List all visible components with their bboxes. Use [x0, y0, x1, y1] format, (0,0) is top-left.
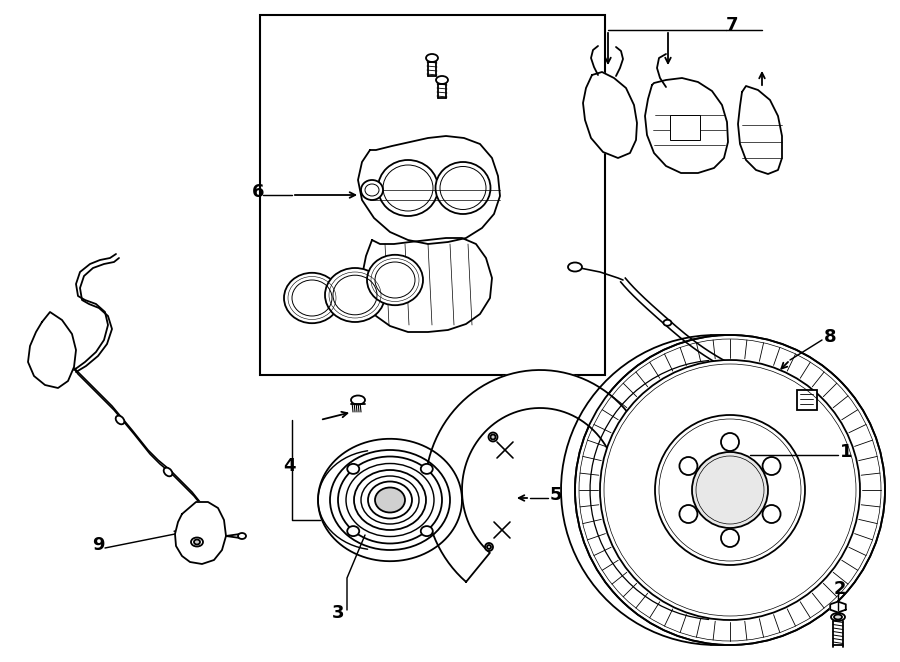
Ellipse shape: [485, 543, 493, 551]
Ellipse shape: [347, 464, 359, 474]
Polygon shape: [583, 72, 637, 158]
Ellipse shape: [734, 368, 742, 374]
Ellipse shape: [66, 354, 75, 362]
Ellipse shape: [600, 360, 860, 620]
Ellipse shape: [834, 614, 842, 620]
Ellipse shape: [721, 433, 739, 451]
Polygon shape: [358, 136, 500, 244]
Polygon shape: [175, 502, 226, 564]
Text: 1: 1: [840, 443, 852, 461]
Ellipse shape: [487, 545, 491, 549]
Ellipse shape: [378, 160, 438, 216]
Ellipse shape: [325, 268, 385, 322]
Ellipse shape: [762, 505, 780, 523]
Ellipse shape: [491, 434, 496, 440]
Text: 7: 7: [726, 16, 739, 34]
Ellipse shape: [575, 335, 885, 645]
Ellipse shape: [284, 273, 340, 323]
Polygon shape: [830, 602, 846, 612]
Ellipse shape: [361, 476, 419, 524]
Ellipse shape: [680, 505, 698, 523]
Ellipse shape: [365, 184, 379, 196]
Ellipse shape: [330, 450, 450, 550]
Ellipse shape: [164, 467, 172, 477]
Ellipse shape: [354, 470, 426, 530]
Bar: [670, 115, 700, 140]
Ellipse shape: [680, 457, 698, 475]
Ellipse shape: [238, 533, 246, 539]
Bar: [260, 15, 605, 375]
Polygon shape: [28, 312, 76, 388]
Ellipse shape: [191, 538, 203, 547]
Text: 6: 6: [252, 183, 265, 201]
Ellipse shape: [194, 540, 200, 545]
Ellipse shape: [421, 526, 433, 536]
Ellipse shape: [361, 180, 383, 200]
Polygon shape: [318, 439, 462, 561]
Polygon shape: [738, 86, 782, 174]
Ellipse shape: [489, 432, 498, 442]
Text: 3: 3: [332, 604, 345, 622]
Ellipse shape: [436, 162, 490, 214]
Ellipse shape: [655, 415, 805, 565]
Ellipse shape: [426, 54, 438, 62]
Text: 5: 5: [550, 486, 562, 504]
Ellipse shape: [347, 526, 359, 536]
Ellipse shape: [421, 464, 433, 474]
Ellipse shape: [762, 457, 780, 475]
Ellipse shape: [778, 386, 787, 392]
Ellipse shape: [663, 320, 671, 326]
Polygon shape: [645, 78, 728, 173]
Ellipse shape: [831, 613, 845, 621]
Ellipse shape: [568, 263, 582, 271]
Ellipse shape: [367, 255, 423, 305]
Ellipse shape: [346, 463, 434, 536]
Text: 4: 4: [283, 457, 295, 475]
Ellipse shape: [338, 457, 442, 544]
Ellipse shape: [351, 395, 365, 404]
Bar: [797, 390, 817, 410]
Ellipse shape: [368, 481, 412, 518]
Text: 8: 8: [824, 328, 837, 346]
Text: 9: 9: [92, 536, 104, 554]
Ellipse shape: [436, 76, 448, 84]
Ellipse shape: [721, 529, 739, 547]
Polygon shape: [362, 238, 492, 332]
Ellipse shape: [692, 452, 768, 528]
Text: 2: 2: [834, 580, 847, 598]
Polygon shape: [425, 370, 655, 582]
Ellipse shape: [116, 416, 124, 424]
Ellipse shape: [375, 487, 405, 512]
